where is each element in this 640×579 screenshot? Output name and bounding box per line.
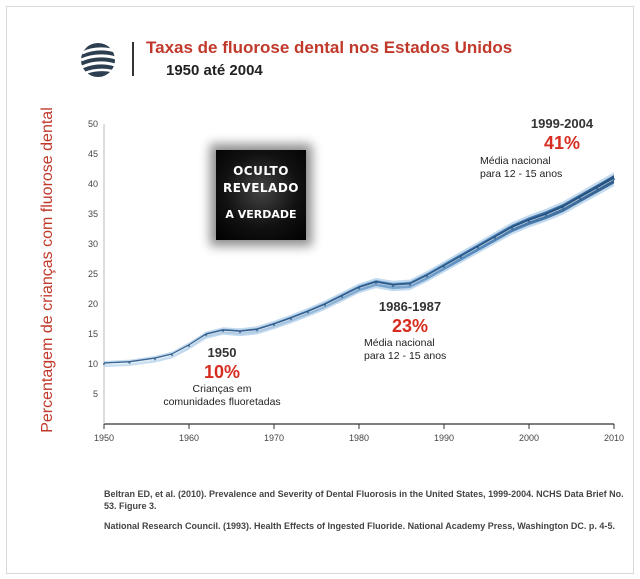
data-point (187, 344, 191, 348)
watermark-stamp: OCULTO REVELADO A VERDADE (216, 150, 306, 240)
data-point (408, 283, 412, 286)
annotation-text-1: Média nacional (480, 155, 551, 167)
globe-logo-icon (80, 43, 117, 77)
annotation-value: 10% (204, 362, 240, 382)
data-point (170, 353, 174, 357)
series-line (103, 178, 615, 365)
data-point (128, 361, 131, 364)
wave-band-core (104, 176, 614, 364)
x-tick-label: 1960 (179, 433, 199, 443)
y-tick-label: 5 (93, 389, 98, 399)
data-point (289, 317, 293, 321)
stamp-line-1: OCULTO (233, 164, 289, 178)
x-tick-label: 1970 (264, 433, 284, 443)
annotation-value: 41% (544, 133, 580, 153)
data-point (255, 329, 259, 332)
data-point (578, 197, 582, 200)
figure-frame (6, 6, 634, 574)
data-point (204, 334, 208, 337)
data-point (459, 256, 463, 259)
data-point (544, 214, 548, 217)
y-tick-label: 35 (88, 209, 98, 219)
annotation-text-1: Crianças em (193, 383, 252, 395)
wave-band-outer (104, 172, 614, 367)
annotation-value: 23% (392, 316, 428, 336)
annotation-text-2: comunidades fluoretadas (163, 396, 280, 408)
data-point (493, 236, 497, 240)
y-tick-label: 45 (88, 149, 98, 159)
data-point (561, 206, 565, 210)
y-tick-label: 15 (88, 329, 98, 339)
annotation-text-1: Média nacional (364, 337, 435, 349)
annotation-text-2: para 12 - 15 anos (364, 350, 446, 362)
reference-2: National Research Council. (1993). Healt… (104, 521, 615, 531)
annotation-text-2: para 12 - 15 anos (480, 168, 562, 180)
wave-band-main (104, 175, 614, 366)
data-point (510, 227, 514, 230)
data-point (306, 311, 310, 314)
x-tick-label: 2010 (604, 433, 624, 443)
y-tick-label: 40 (88, 179, 98, 189)
data-point (527, 220, 531, 223)
y-tick-label: 50 (88, 119, 98, 129)
reference-1: Beltran ED, et al. (2010). Prevalence an… (104, 489, 624, 511)
data-point (357, 287, 361, 290)
annotation-year: 1999-2004 (531, 116, 594, 131)
x-tick-label: 2000 (519, 433, 539, 443)
data-point (272, 323, 276, 327)
data-point (102, 362, 106, 366)
data-point (391, 284, 395, 288)
x-tick-label: 1990 (434, 433, 454, 443)
data-point (340, 295, 344, 298)
chart-title: Taxas de fluorose dental nos Estados Uni… (146, 38, 513, 57)
data-point (476, 246, 480, 249)
data-point (221, 329, 225, 333)
y-tick-label: 25 (88, 269, 98, 279)
y-tick-label: 30 (88, 239, 98, 249)
x-tick-label: 1980 (349, 433, 369, 443)
stamp-line-3: A VERDADE (225, 208, 297, 221)
title-divider (132, 42, 134, 76)
annotation-year: 1986-1987 (379, 299, 441, 314)
y-tick-label: 10 (88, 359, 98, 369)
stamp-line-2: REVELADO (222, 181, 300, 195)
y-tick-label: 20 (88, 299, 98, 309)
data-point (442, 265, 446, 268)
data-point (612, 178, 616, 181)
data-point (425, 275, 429, 278)
chart-subtitle: 1950 até 2004 (166, 62, 263, 79)
annotation-year: 1950 (208, 345, 237, 360)
data-point (595, 187, 599, 190)
data-point (153, 358, 157, 361)
data-point (323, 304, 327, 307)
data-point (374, 281, 378, 285)
x-tick-label: 1950 (94, 433, 114, 443)
data-point (238, 331, 242, 334)
